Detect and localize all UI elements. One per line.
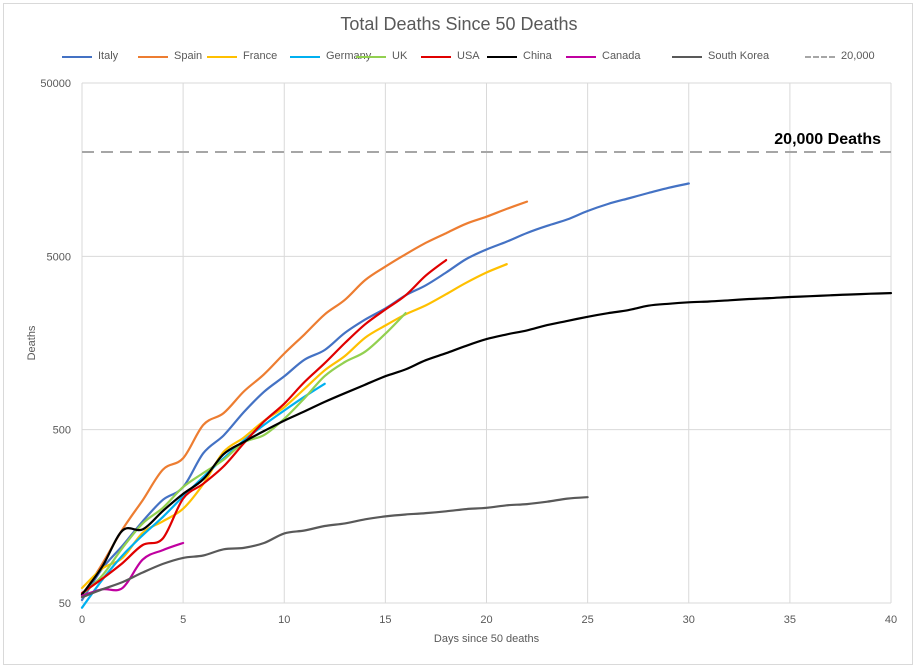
series-line-south-korea bbox=[80, 496, 589, 599]
chart-frame bbox=[3, 3, 913, 665]
x-tick-label: 30 bbox=[683, 614, 695, 626]
axes: 0 5 10 15 20 25 30 35 40 50 500 5000 50000 bbox=[40, 78, 897, 626]
legend-label: UK bbox=[392, 50, 408, 62]
gridlines bbox=[81, 82, 892, 604]
legend-label: France bbox=[243, 50, 278, 62]
series-line-spain bbox=[80, 200, 529, 597]
annotation-20000-deaths: 20,000 Deaths bbox=[774, 131, 881, 148]
legend-swatch bbox=[421, 56, 451, 58]
legend-swatch bbox=[138, 56, 168, 58]
x-tick-label: 10 bbox=[278, 614, 290, 626]
legend-label: USA bbox=[457, 50, 480, 62]
x-tick-label: 20 bbox=[480, 614, 492, 626]
y-tick-label: 500 bbox=[53, 425, 71, 437]
legend-swatch bbox=[290, 56, 320, 58]
x-tick-label: 5 bbox=[180, 614, 186, 626]
legend-swatch bbox=[356, 56, 386, 58]
legend-label: China bbox=[523, 50, 552, 62]
x-tick-label: 40 bbox=[885, 614, 897, 626]
series-line-usa bbox=[80, 259, 448, 595]
legend-swatch bbox=[487, 56, 517, 58]
legend-swatch bbox=[672, 56, 702, 58]
legend-label: Germany bbox=[326, 50, 372, 62]
x-axis-label: Days since 50 deaths bbox=[434, 633, 540, 645]
legend-swatch bbox=[566, 56, 596, 58]
series-line-uk bbox=[80, 312, 407, 596]
legend-label: 20,000 bbox=[841, 50, 875, 62]
x-tick-label: 25 bbox=[582, 614, 594, 626]
y-tick-label: 5000 bbox=[47, 251, 71, 263]
y-axis-label: Deaths bbox=[26, 325, 38, 360]
legend-label: Italy bbox=[98, 50, 119, 62]
y-tick-label: 50 bbox=[59, 598, 71, 610]
legend-swatch bbox=[62, 56, 92, 58]
series-line-china bbox=[80, 292, 893, 596]
x-tick-label: 0 bbox=[79, 614, 85, 626]
legend-label: South Korea bbox=[708, 50, 770, 62]
x-tick-label: 15 bbox=[379, 614, 391, 626]
series-line-germany bbox=[80, 382, 326, 609]
legend-label: Spain bbox=[174, 50, 203, 62]
legend-swatch bbox=[805, 56, 835, 58]
y-tick-label: 50000 bbox=[40, 78, 71, 90]
legend-label: Canada bbox=[602, 50, 641, 62]
series-line-france bbox=[80, 263, 508, 590]
series-group bbox=[80, 150, 893, 609]
legend-swatch bbox=[207, 56, 237, 58]
chart-title: Total Deaths Since 50 Deaths bbox=[340, 14, 578, 34]
x-tick-label: 35 bbox=[784, 614, 796, 626]
